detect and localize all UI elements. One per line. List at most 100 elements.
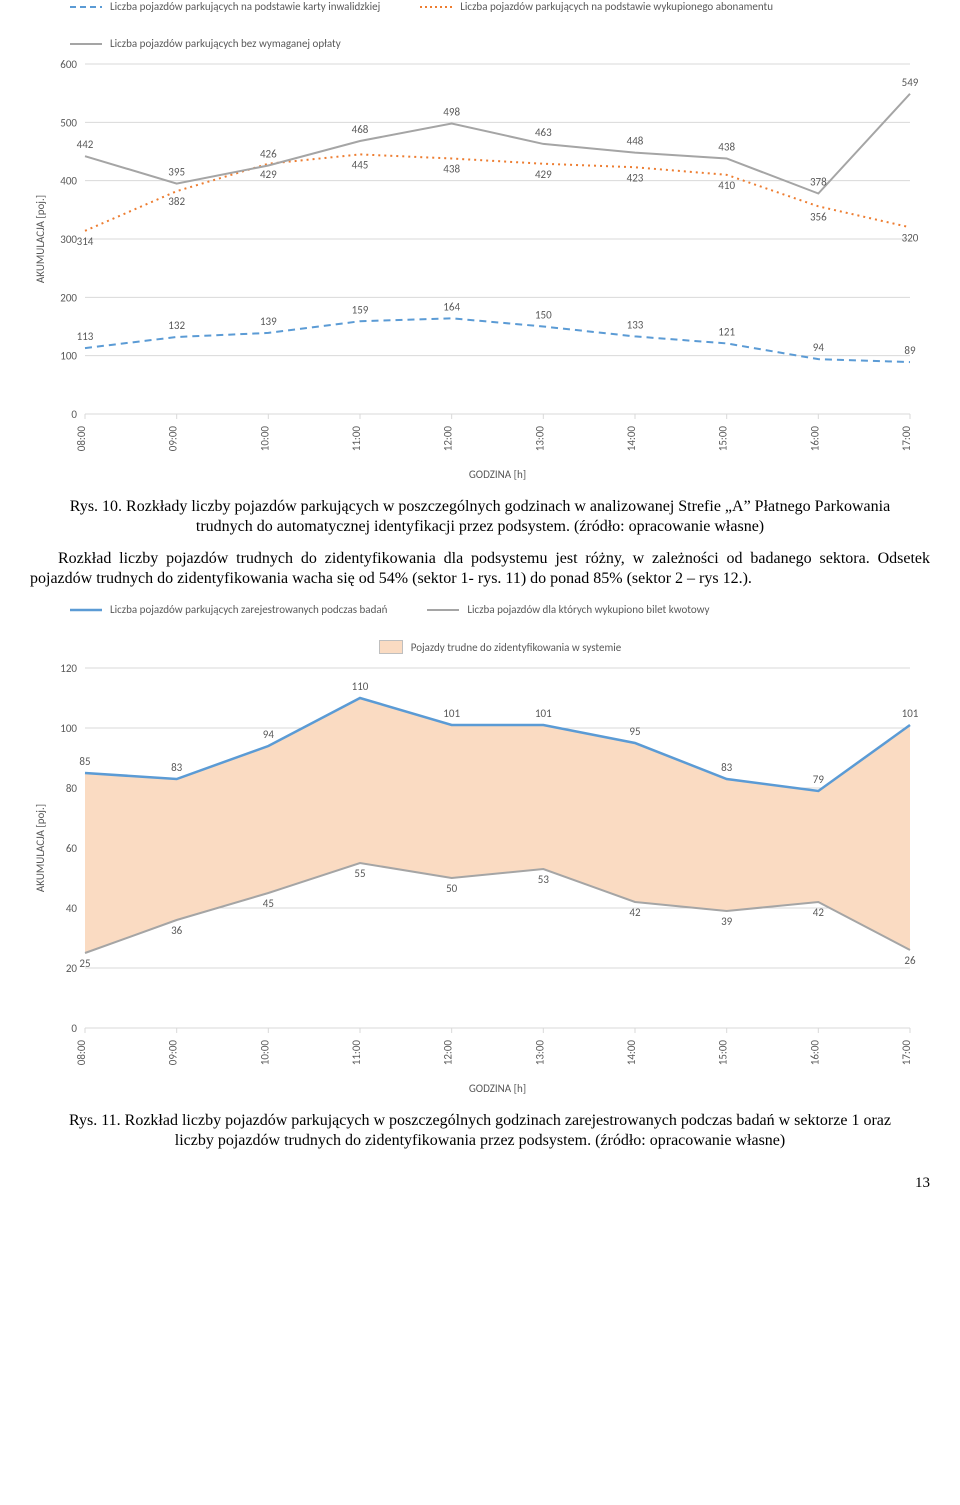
chart-1-svg: 010020030040050060008:0009:0010:0011:001… xyxy=(30,54,930,484)
svg-text:426: 426 xyxy=(260,148,277,161)
swatch-dotted-icon xyxy=(420,1,452,13)
svg-text:94: 94 xyxy=(813,341,825,354)
svg-text:120: 120 xyxy=(60,662,77,675)
svg-text:121: 121 xyxy=(718,325,735,338)
svg-text:09:00: 09:00 xyxy=(167,426,180,452)
svg-text:09:00: 09:00 xyxy=(167,1040,180,1066)
svg-text:39: 39 xyxy=(721,915,733,928)
svg-text:200: 200 xyxy=(60,291,77,304)
svg-text:45: 45 xyxy=(263,897,274,910)
svg-text:133: 133 xyxy=(627,318,644,331)
swatch-dashed-icon xyxy=(70,1,102,13)
figure-10-caption: Rys. 10. Rozkłady liczby pojazdów parkuj… xyxy=(50,497,910,537)
svg-text:314: 314 xyxy=(77,235,94,248)
svg-text:300: 300 xyxy=(60,233,77,246)
svg-text:101: 101 xyxy=(535,707,552,720)
svg-text:GODZINA [h]: GODZINA [h] xyxy=(469,468,526,481)
svg-text:42: 42 xyxy=(629,906,641,919)
svg-text:395: 395 xyxy=(168,166,185,179)
svg-text:132: 132 xyxy=(168,319,185,332)
swatch-fill-icon xyxy=(379,640,403,654)
svg-text:13:00: 13:00 xyxy=(533,426,546,452)
svg-text:400: 400 xyxy=(60,175,77,188)
svg-text:95: 95 xyxy=(629,725,640,738)
legend-label: Liczba pojazdów dla których wykupiono bi… xyxy=(467,603,709,616)
body-paragraph: Rozkład liczby pojazdów trudnych do zide… xyxy=(30,549,930,589)
chart-1-legend: Liczba pojazdów parkujących na podstawie… xyxy=(30,0,930,50)
svg-text:17:00: 17:00 xyxy=(900,1040,913,1066)
svg-text:442: 442 xyxy=(77,138,94,151)
svg-text:356: 356 xyxy=(810,210,827,223)
svg-text:25: 25 xyxy=(79,957,90,970)
legend-label: Liczba pojazdów parkujących bez wymagane… xyxy=(110,37,341,50)
svg-text:429: 429 xyxy=(260,168,277,181)
svg-text:11:00: 11:00 xyxy=(350,426,363,452)
legend-item-area: Pojazdy trudne do zidentyfikowania w sys… xyxy=(70,640,930,654)
svg-text:GODZINA [h]: GODZINA [h] xyxy=(469,1082,526,1095)
legend-label: Liczba pojazdów parkujących na podstawie… xyxy=(460,0,773,13)
svg-text:378: 378 xyxy=(810,176,827,189)
svg-text:53: 53 xyxy=(538,873,550,886)
svg-text:12:00: 12:00 xyxy=(442,426,455,452)
legend-item-inwalidzka: Liczba pojazdów parkujących na podstawie… xyxy=(70,0,380,13)
svg-text:AKUMULACJA [poj.]: AKUMULACJA [poj.] xyxy=(34,804,47,892)
chart-1: Liczba pojazdów parkujących na podstawie… xyxy=(30,0,930,489)
legend-item-zarejestrowane: Liczba pojazdów parkujących zarejestrowa… xyxy=(70,603,387,616)
svg-text:0: 0 xyxy=(71,1022,77,1035)
svg-text:382: 382 xyxy=(168,195,185,208)
svg-text:463: 463 xyxy=(535,126,552,139)
svg-text:110: 110 xyxy=(352,680,369,693)
svg-text:36: 36 xyxy=(171,924,183,937)
svg-text:423: 423 xyxy=(627,171,644,184)
svg-text:500: 500 xyxy=(60,116,77,129)
svg-text:80: 80 xyxy=(66,782,78,795)
chart-2: Liczba pojazdów parkujących zarejestrowa… xyxy=(30,603,930,1103)
svg-text:159: 159 xyxy=(352,303,369,316)
svg-text:17:00: 17:00 xyxy=(900,426,913,452)
swatch-grey-icon xyxy=(427,604,459,616)
svg-text:83: 83 xyxy=(171,761,183,774)
svg-text:20: 20 xyxy=(66,962,78,975)
svg-text:100: 100 xyxy=(60,350,77,363)
svg-text:85: 85 xyxy=(79,755,90,768)
svg-text:438: 438 xyxy=(443,163,460,176)
svg-text:101: 101 xyxy=(902,707,919,720)
legend-label: Liczba pojazdów parkujących zarejestrowa… xyxy=(110,603,387,616)
svg-text:101: 101 xyxy=(443,707,460,720)
svg-text:AKUMULACJA [poj.]: AKUMULACJA [poj.] xyxy=(34,195,47,283)
legend-label: Pojazdy trudne do zidentyfikowania w sys… xyxy=(411,641,622,654)
svg-text:83: 83 xyxy=(721,761,733,774)
svg-text:445: 445 xyxy=(352,158,369,171)
svg-text:89: 89 xyxy=(904,344,916,357)
svg-text:113: 113 xyxy=(77,330,94,343)
svg-text:08:00: 08:00 xyxy=(75,1040,88,1066)
svg-text:14:00: 14:00 xyxy=(625,426,638,452)
svg-text:50: 50 xyxy=(446,882,458,895)
svg-text:40: 40 xyxy=(66,902,78,915)
svg-text:15:00: 15:00 xyxy=(717,1040,730,1066)
svg-text:11:00: 11:00 xyxy=(350,1040,363,1066)
chart-2-legend: Liczba pojazdów parkujących zarejestrowa… xyxy=(30,603,930,654)
svg-text:429: 429 xyxy=(535,168,552,181)
svg-text:410: 410 xyxy=(718,179,735,192)
legend-item-bilet: Liczba pojazdów dla których wykupiono bi… xyxy=(427,603,709,616)
svg-text:12:00: 12:00 xyxy=(442,1040,455,1066)
svg-text:08:00: 08:00 xyxy=(75,426,88,452)
svg-text:320: 320 xyxy=(902,231,919,244)
svg-text:448: 448 xyxy=(627,135,644,148)
swatch-solid-icon xyxy=(70,38,102,50)
legend-label: Liczba pojazdów parkujących na podstawie… xyxy=(110,0,380,13)
svg-text:14:00: 14:00 xyxy=(625,1040,638,1066)
svg-text:164: 164 xyxy=(443,300,460,313)
chart-2-svg: 02040608010012008:0009:0010:0011:0012:00… xyxy=(30,658,930,1098)
svg-text:150: 150 xyxy=(535,309,552,322)
svg-text:26: 26 xyxy=(904,954,916,967)
page-number: 13 xyxy=(30,1175,930,1192)
svg-text:13:00: 13:00 xyxy=(533,1040,546,1066)
svg-text:498: 498 xyxy=(443,106,460,119)
svg-text:10:00: 10:00 xyxy=(258,1040,271,1066)
svg-text:79: 79 xyxy=(813,773,825,786)
svg-text:94: 94 xyxy=(263,728,275,741)
svg-text:0: 0 xyxy=(71,408,77,421)
figure-11-caption: Rys. 11. Rozkład liczby pojazdów parkują… xyxy=(50,1111,910,1151)
